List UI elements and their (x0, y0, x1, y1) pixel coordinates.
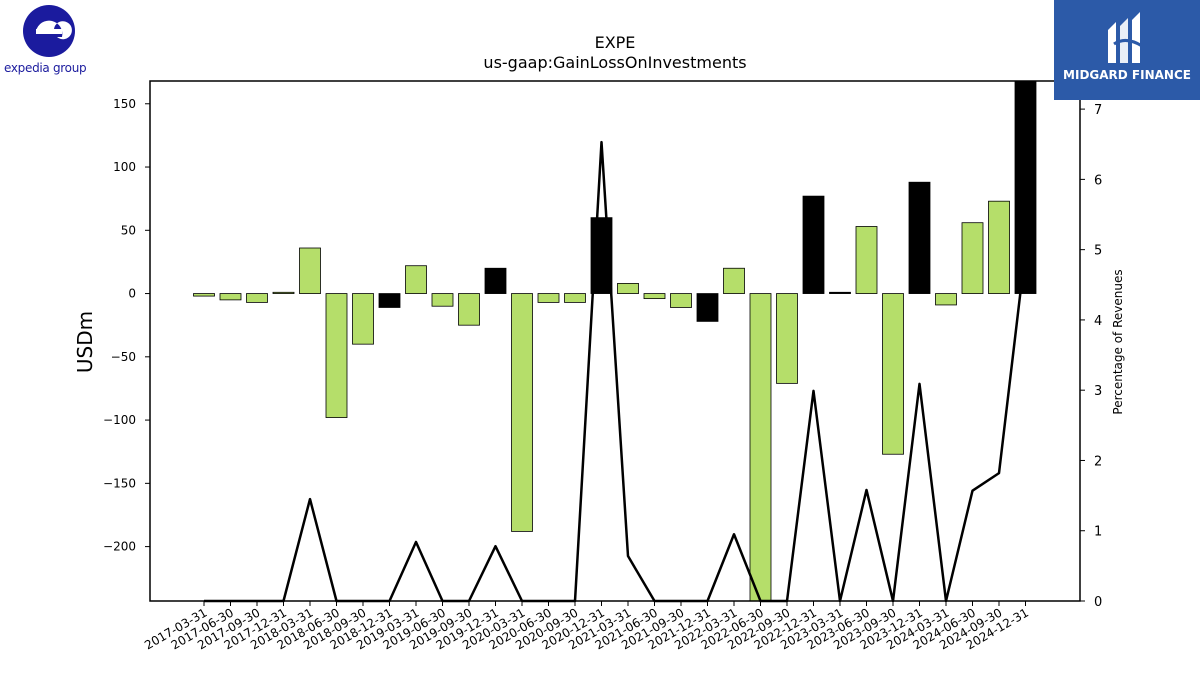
y-axis-label: USDm (73, 311, 97, 373)
bar (484, 267, 507, 294)
bar (537, 293, 560, 303)
bar (829, 291, 851, 294)
bar (511, 293, 533, 532)
y2-axis-label: Percentage of Revenues (1111, 269, 1125, 414)
bar (670, 293, 692, 308)
y2-tick-label: 3 (1094, 384, 1102, 399)
y-tick-label: 0 (128, 287, 136, 301)
y-tick-label: −150 (103, 476, 136, 490)
y2-tick-label: 4 (1094, 314, 1102, 329)
expedia-e-logo-icon (23, 5, 75, 57)
bar (935, 293, 957, 306)
bar (272, 291, 295, 294)
bar (802, 195, 825, 294)
chart-title: EXPE (595, 33, 636, 52)
bar (961, 222, 984, 294)
y-tick-label: −100 (103, 413, 136, 427)
midgard-finance-wordmark: MIDGARD FINANCE (1063, 68, 1191, 82)
bar (1014, 80, 1037, 294)
bar (431, 293, 454, 307)
bar (299, 247, 321, 294)
bar (696, 293, 719, 322)
y2-tick-label: 5 (1094, 244, 1102, 259)
midgard-finance-logo-icon (1108, 12, 1143, 63)
chart-subtitle: us-gaap:GainLossOnInvestments (483, 53, 746, 72)
bar (352, 293, 374, 345)
bar (325, 293, 348, 418)
y2-tick-label: 0 (1094, 595, 1102, 610)
midgard-finance-logo: MIDGARD FINANCE (1054, 0, 1200, 100)
bar (749, 293, 772, 602)
bar (988, 200, 1010, 294)
bar (219, 293, 242, 301)
bar (776, 293, 798, 384)
bar (723, 267, 745, 294)
expedia-group-wordmark: expedia group (4, 61, 87, 75)
bar (405, 265, 427, 294)
y-tick-label: −200 (103, 540, 136, 554)
bar (193, 293, 215, 297)
bar (908, 181, 931, 294)
bar (246, 293, 268, 303)
bar (855, 226, 878, 294)
y-axis-right: 0 1 2 3 4 5 6 7 (1080, 103, 1102, 610)
bar (643, 293, 666, 300)
y-tick-label: 100 (113, 160, 136, 174)
bar (458, 293, 480, 326)
bar (564, 293, 586, 303)
y2-tick-label: 7 (1094, 103, 1102, 118)
bar (882, 293, 904, 455)
y-axis-left: 150 100 50 0 −50 −100 −150 −200 (103, 97, 150, 554)
y2-tick-label: 6 (1094, 173, 1102, 188)
y-tick-label: 50 (121, 223, 136, 237)
expedia-group-logo: expedia group (0, 0, 100, 82)
y-tick-label: 150 (113, 97, 136, 111)
bar (378, 293, 401, 308)
bar (617, 283, 639, 294)
plot-frame (149, 80, 1081, 602)
y2-tick-label: 1 (1094, 525, 1102, 540)
x-axis: 2017-03-312017-06-302017-09-302017-12-31… (142, 601, 1031, 652)
y-tick-label: −50 (111, 350, 136, 364)
y2-tick-label: 2 (1094, 454, 1102, 469)
